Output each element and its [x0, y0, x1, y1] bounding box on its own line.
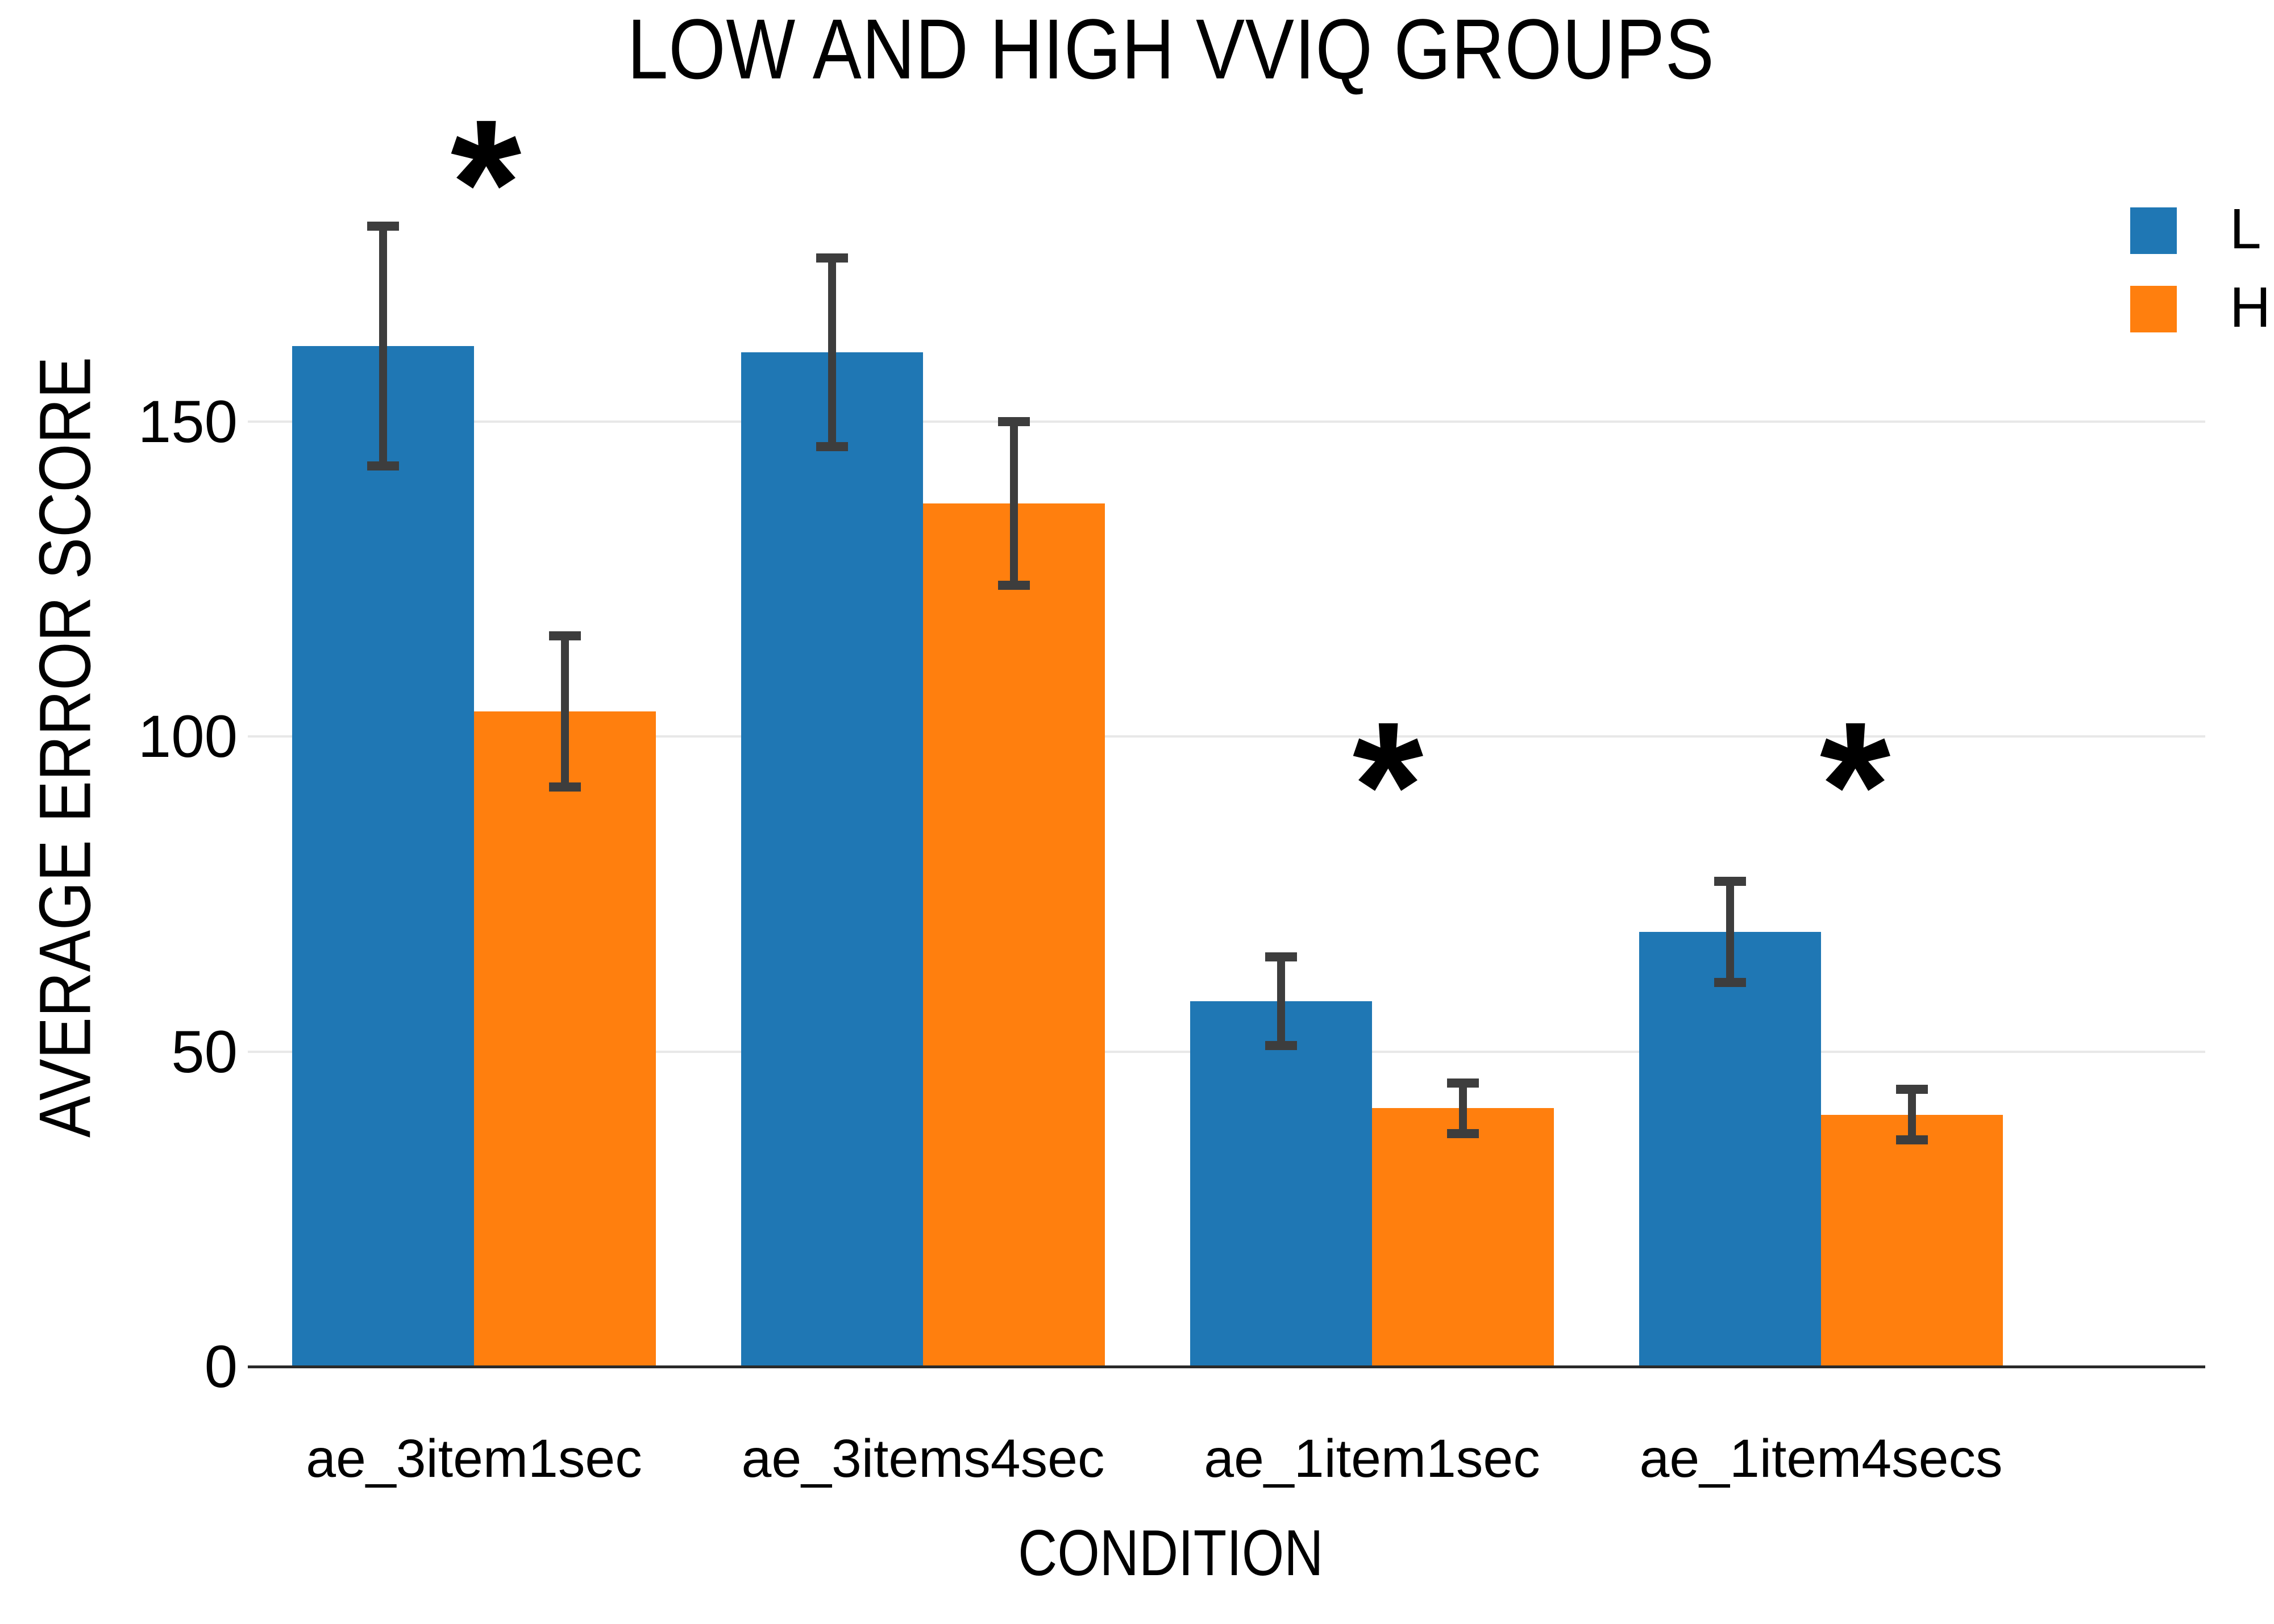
y-tick-label-150: 150: [138, 388, 238, 455]
bar-L-ae_3item1sec: [292, 345, 474, 1367]
bar-H-ae_3item1sec: [474, 711, 656, 1367]
error-cap-top-H-ae_3items4sec: [998, 417, 1030, 426]
bar-H-ae_3items4sec: [923, 503, 1105, 1367]
chart-title: LOW AND HIGH VVIQ GROUPS: [68, 0, 2273, 98]
error-cap-bottom-H-ae_3item1sec: [549, 782, 581, 792]
error-cap-top-L-ae_3item1sec: [367, 222, 399, 231]
x-axis-label: CONDITION: [68, 1516, 2273, 1590]
legend-label-L: L: [2230, 197, 2261, 261]
error-cap-bottom-L-ae_3item1sec: [367, 461, 399, 470]
bar-L-ae_3items4sec: [741, 352, 923, 1367]
bar-H-ae_1item4secs: [1821, 1114, 2003, 1367]
bar-H-ae_1item1sec: [1372, 1108, 1554, 1367]
bar-L-ae_1item1sec: [1190, 1001, 1372, 1367]
x-tick-label-ae_3item1sec: ae_3item1sec: [306, 1429, 642, 1489]
legend-label-H: H: [2230, 276, 2271, 339]
error-cap-bottom-H-ae_1item1sec: [1447, 1129, 1479, 1138]
significance-asterisk-ae_1item1sec: *: [1352, 684, 1424, 887]
error-bar-H-ae_1item4secs: [1908, 1089, 1916, 1140]
gridline-100: [248, 735, 2205, 738]
error-cap-top-H-ae_1item4secs: [1896, 1085, 1928, 1094]
error-cap-bottom-H-ae_3items4sec: [998, 581, 1030, 590]
x-tick-label-ae_1item4secs: ae_1item4secs: [1639, 1429, 2003, 1489]
error-cap-top-L-ae_3items4sec: [816, 253, 848, 263]
significance-asterisk-ae_3item1sec: *: [450, 81, 522, 285]
legend-swatch-H: [2130, 286, 2177, 332]
error-bar-H-ae_3item1sec: [561, 635, 569, 787]
error-cap-bottom-L-ae_3items4sec: [816, 442, 848, 452]
y-tick-label-50: 50: [171, 1018, 238, 1085]
legend-swatch-L: [2130, 207, 2177, 254]
error-cap-bottom-L-ae_1item1sec: [1265, 1040, 1297, 1050]
significance-asterisk-ae_1item4secs: *: [1819, 684, 1891, 887]
error-cap-bottom-L-ae_1item4secs: [1714, 977, 1746, 987]
error-cap-top-L-ae_1item1sec: [1265, 952, 1297, 962]
error-bar-L-ae_3item1sec: [379, 226, 387, 466]
x-axis-line: [248, 1365, 2205, 1368]
error-cap-top-H-ae_1item1sec: [1447, 1078, 1479, 1088]
error-bar-L-ae_1item4secs: [1726, 881, 1734, 982]
error-bar-H-ae_3items4sec: [1010, 421, 1018, 586]
chart-title-text: LOW AND HIGH VVIQ GROUPS: [627, 1, 1715, 97]
bar-L-ae_1item4secs: [1639, 931, 1821, 1367]
y-tick-label-100: 100: [138, 703, 238, 771]
error-cap-top-H-ae_3item1sec: [549, 631, 581, 640]
error-cap-bottom-H-ae_1item4secs: [1896, 1135, 1928, 1144]
error-cap-top-L-ae_1item4secs: [1714, 877, 1746, 886]
gridline-150: [248, 420, 2205, 423]
x-axis-label-text: CONDITION: [1018, 1517, 1324, 1589]
y-tick-label-0: 0: [204, 1334, 238, 1400]
x-tick-label-ae_3items4sec: ae_3items4sec: [741, 1429, 1105, 1489]
x-tick-label-ae_1item1sec: ae_1item1sec: [1204, 1429, 1540, 1489]
error-bar-L-ae_3items4sec: [828, 257, 836, 447]
error-bar-L-ae_1item1sec: [1277, 957, 1285, 1046]
error-bar-H-ae_1item1sec: [1459, 1083, 1467, 1134]
